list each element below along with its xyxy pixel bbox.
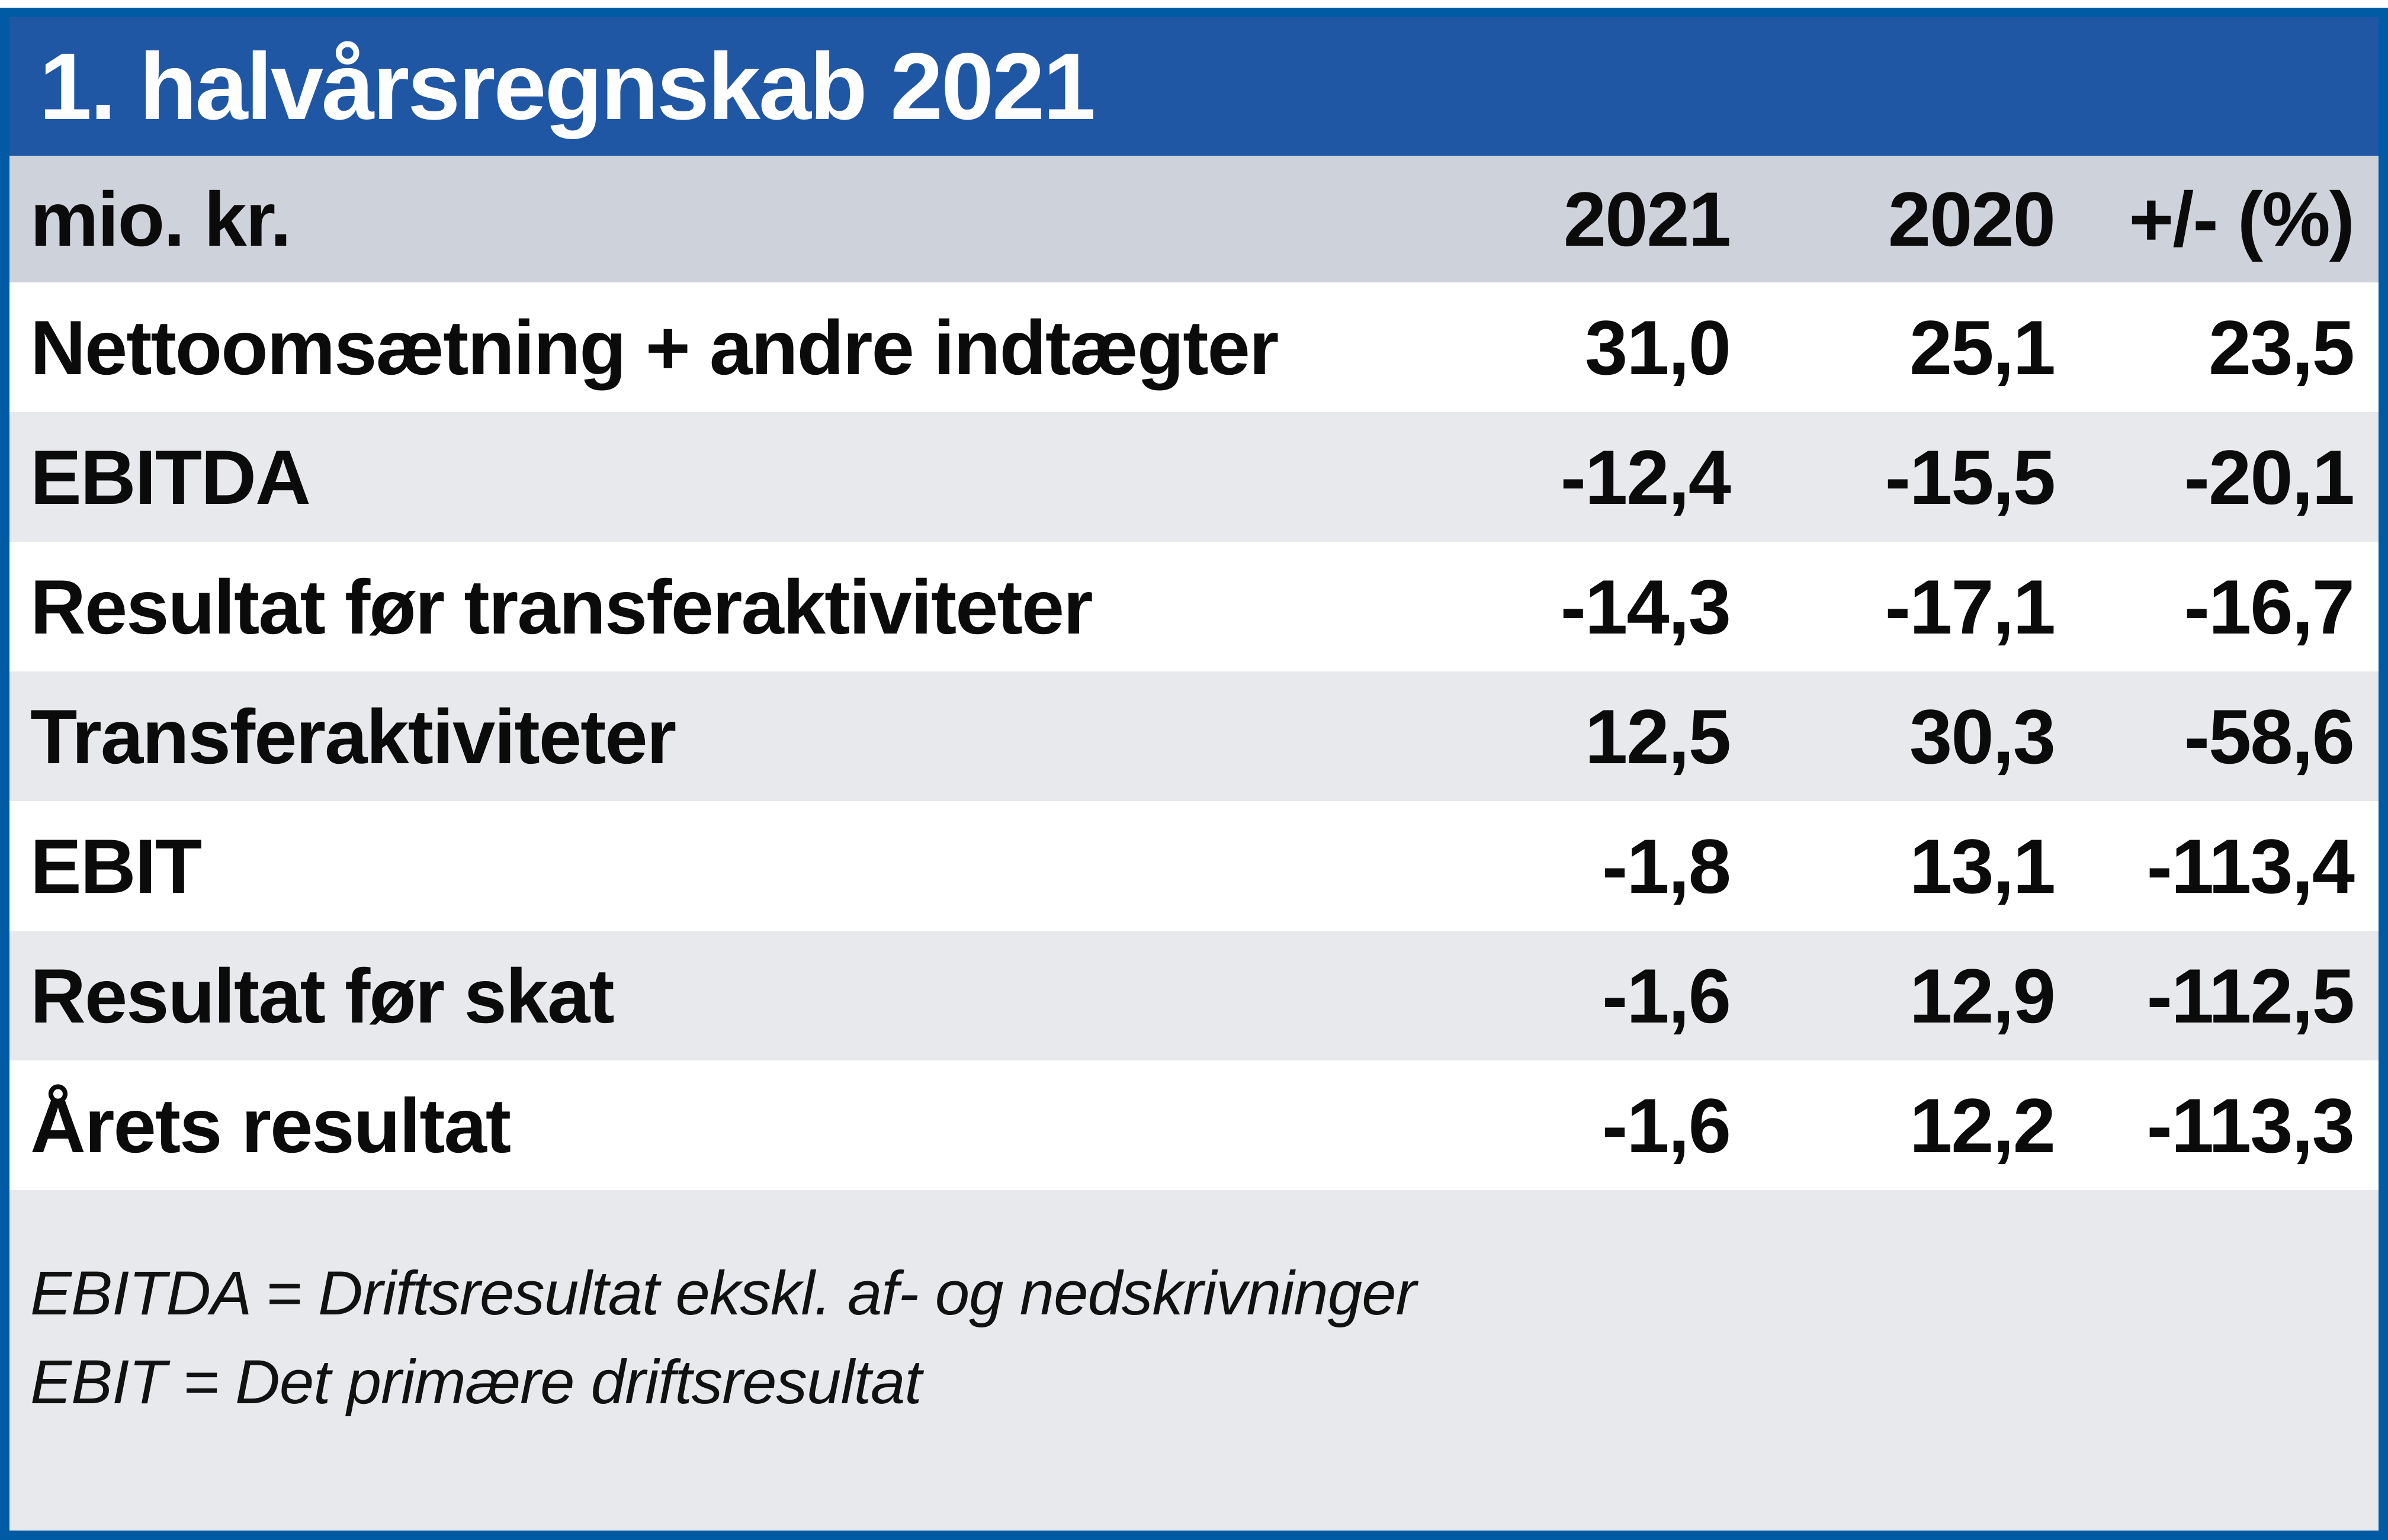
value-2020: 30,3 bbox=[1909, 693, 2056, 780]
row-label: Transferaktiviteter bbox=[30, 693, 676, 780]
value-2021: -14,3 bbox=[1560, 563, 1731, 650]
value-2021: 31,0 bbox=[1584, 304, 1731, 391]
value-change-pct: -113,4 bbox=[2146, 822, 2355, 909]
value-2020: 12,9 bbox=[1909, 952, 2056, 1039]
value-2020: -15,5 bbox=[1885, 433, 2056, 520]
column-header-2020: 2020 bbox=[1888, 176, 2056, 262]
value-2021: 12,5 bbox=[1584, 693, 1731, 780]
value-change-pct: -112,5 bbox=[2146, 952, 2355, 1039]
value-change-pct: 23,5 bbox=[2208, 304, 2355, 391]
table-row-ebit: EBIT -1,8 13,1 -113,4 bbox=[9, 801, 2379, 931]
value-2020: 25,1 bbox=[1909, 304, 2056, 391]
row-label: Resultat før transferaktiviteter bbox=[30, 563, 1093, 650]
row-label: Nettoomsætning + andre indtægter bbox=[30, 304, 1279, 391]
page-title: 1. halvårsregnskab 2021 bbox=[39, 33, 1096, 139]
row-label: Resultat før skat bbox=[30, 952, 615, 1039]
row-label: EBITDA bbox=[30, 433, 311, 520]
column-header-change-pct: +/- (%) bbox=[2129, 176, 2355, 262]
title-bar: 1. halvårsregnskab 2021 bbox=[9, 17, 2379, 156]
table-header-row: mio. kr. 2021 2020 +/- (%) bbox=[9, 156, 2379, 282]
value-2020: 12,2 bbox=[1909, 1082, 2056, 1169]
table-row-transferaktiviteter: Transferaktiviteter 12,5 30,3 -58,6 bbox=[9, 671, 2379, 801]
value-2021: -1,6 bbox=[1601, 1082, 1731, 1169]
row-label: EBIT bbox=[30, 822, 202, 909]
row-label: Årets resultat bbox=[30, 1082, 511, 1169]
value-2021: -1,8 bbox=[1601, 822, 1731, 909]
report-frame: 1. halvårsregnskab 2021 mio. kr. 2021 20… bbox=[0, 8, 2388, 1540]
table-row-resultat-foer-transfer: Resultat før transferaktiviteter -14,3 -… bbox=[9, 542, 2379, 671]
table-row-aarets-resultat: Årets resultat -1,6 12,2 -113,3 bbox=[9, 1060, 2379, 1190]
value-2020: -17,1 bbox=[1885, 563, 2056, 650]
footnote-ebit: EBIT = Det primære driftsresultat bbox=[30, 1348, 922, 1417]
value-change-pct: -58,6 bbox=[2184, 693, 2355, 780]
footnotes-section: EBITDA = Driftsresultat ekskl. af- og ne… bbox=[9, 1190, 2379, 1531]
value-change-pct: -113,3 bbox=[2146, 1082, 2355, 1169]
value-2020: 13,1 bbox=[1909, 822, 2056, 909]
value-2021: -12,4 bbox=[1560, 433, 1731, 520]
column-header-2021: 2021 bbox=[1563, 176, 1731, 262]
value-change-pct: -20,1 bbox=[2184, 433, 2355, 520]
unit-label: mio. kr. bbox=[30, 176, 291, 262]
footnote-ebitda: EBITDA = Driftsresultat ekskl. af- og ne… bbox=[30, 1259, 1417, 1328]
table-row-ebitda: EBITDA -12,4 -15,5 -20,1 bbox=[9, 412, 2379, 542]
value-change-pct: -16,7 bbox=[2184, 563, 2355, 650]
value-2021: -1,6 bbox=[1601, 952, 1731, 1039]
table-row-resultat-foer-skat: Resultat før skat -1,6 12,9 -112,5 bbox=[9, 931, 2379, 1060]
table-row-nettoomsaetning: Nettoomsætning + andre indtægter 31,0 25… bbox=[9, 282, 2379, 412]
report-body: 1. halvårsregnskab 2021 mio. kr. 2021 20… bbox=[9, 17, 2379, 1531]
